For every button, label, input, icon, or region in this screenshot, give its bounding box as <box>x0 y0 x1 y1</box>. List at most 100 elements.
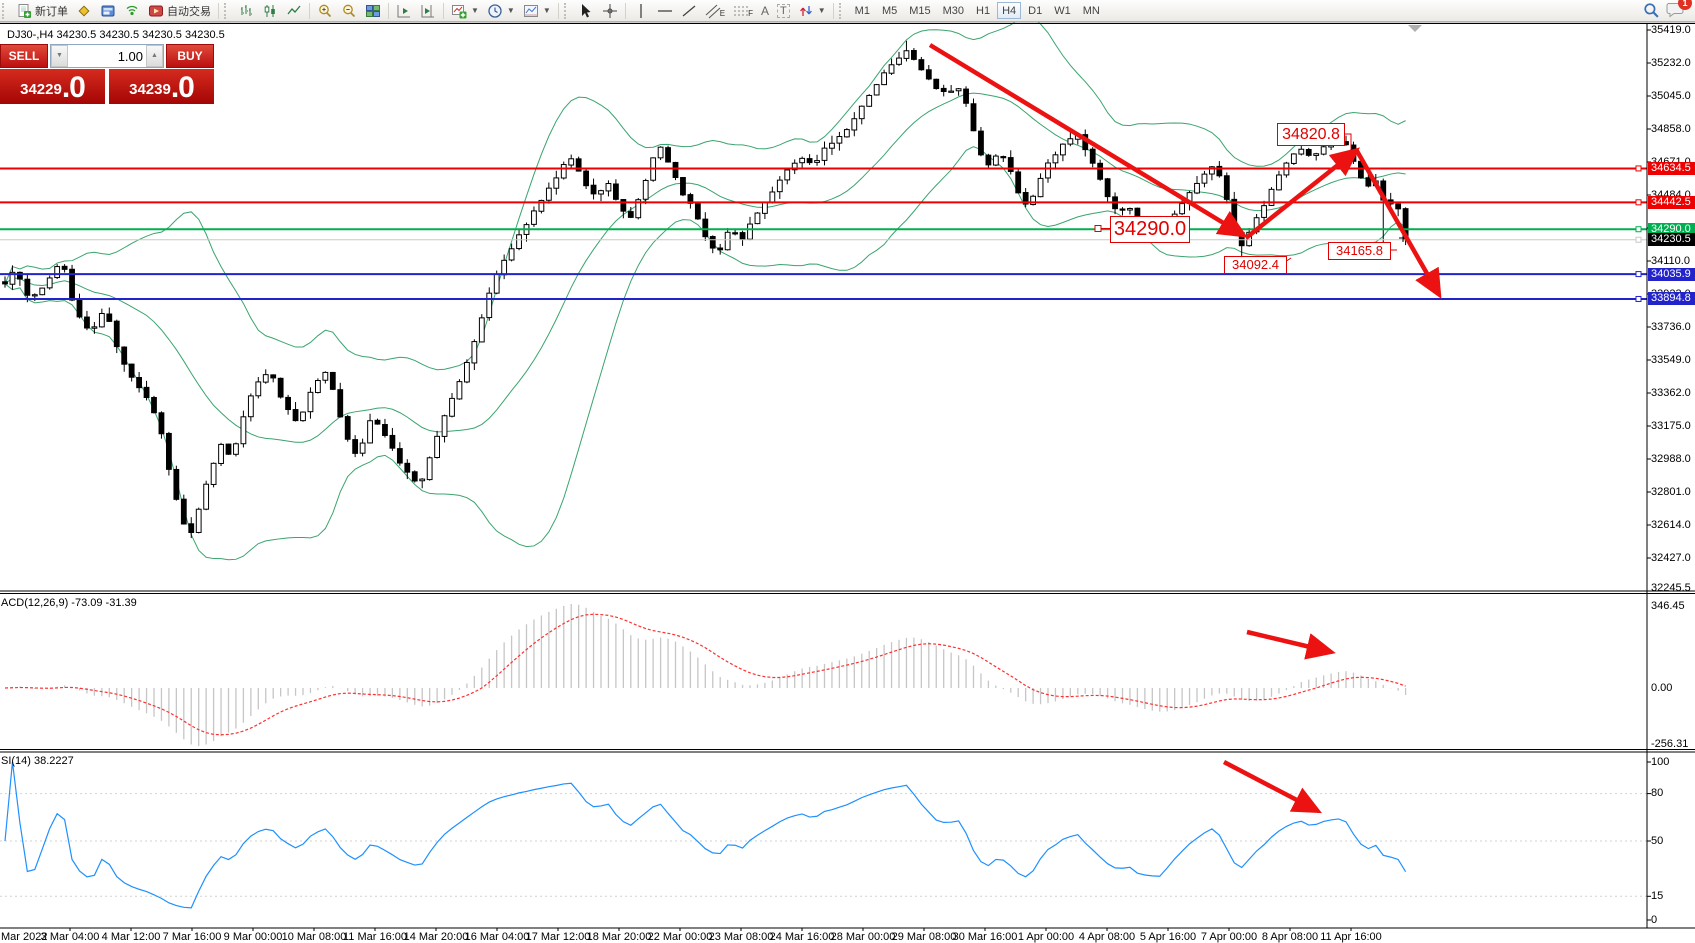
label-tool-button[interactable]: T <box>773 1 794 20</box>
quotes-button[interactable] <box>72 1 96 20</box>
price-annotation-34165.8[interactable]: 34165.8 <box>1328 242 1391 260</box>
bar-chart-button[interactable] <box>234 1 258 20</box>
price-tick-label: 35232.0 <box>1651 56 1691 69</box>
price-tick-label: 32427.0 <box>1651 551 1691 564</box>
timeframe-H4[interactable]: H4 <box>997 2 1022 19</box>
indicators-button[interactable]: ▼ <box>447 1 483 20</box>
terminal-button[interactable] <box>96 1 120 20</box>
trend-arrow <box>1355 149 1442 299</box>
candle-body <box>821 147 828 161</box>
sell-price-display[interactable]: 34229.0 <box>0 69 105 104</box>
time-axis-label: 22 Mar 00:00 <box>648 931 713 943</box>
candle-body <box>24 278 31 296</box>
price-annotation-34820.8[interactable]: 34820.8 <box>1277 123 1345 146</box>
candle-body <box>39 287 46 296</box>
buy-price-display[interactable]: 34239.0 <box>109 69 214 104</box>
candle-body <box>277 377 284 398</box>
time-axis-label: 18 Mar 20:00 <box>587 931 652 943</box>
line-chart-icon <box>287 5 301 14</box>
candle-body <box>434 435 441 458</box>
candle-body <box>598 190 604 195</box>
candle-body <box>17 271 23 280</box>
candlestick-chart-button[interactable] <box>258 1 282 20</box>
timeframe-M30[interactable]: M30 <box>938 2 969 19</box>
price-annotation-34092.4[interactable]: 34092.4 <box>1224 256 1287 274</box>
time-axis-label: 11 Apr 16:00 <box>1320 931 1382 943</box>
zoom-out-button[interactable] <box>337 1 361 20</box>
timeframe-M1[interactable]: M1 <box>850 2 875 19</box>
fibonacci-tool-button[interactable]: F <box>729 1 757 20</box>
price-line-handle <box>1635 236 1642 243</box>
autotrading-button[interactable]: 自动交易 <box>144 1 215 20</box>
candle-body <box>76 299 83 318</box>
tile-windows-button[interactable] <box>361 1 385 20</box>
line-chart-button[interactable] <box>282 1 306 20</box>
volume-input[interactable] <box>68 45 146 67</box>
annotation-connector <box>1343 133 1352 149</box>
price-annotation-34290.0[interactable]: 34290.0 <box>1110 216 1190 243</box>
candle-body <box>352 439 359 454</box>
gold-diamond-icon <box>78 4 90 17</box>
timeframe-H1[interactable]: H1 <box>971 2 995 19</box>
candle-body <box>1067 138 1074 145</box>
arrows-tool-button[interactable]: ▼ <box>794 1 830 20</box>
chart-forward-button[interactable] <box>392 1 416 20</box>
chart-shift-button[interactable] <box>416 1 440 20</box>
autotrading-icon <box>149 5 163 16</box>
toolbar-grip <box>2 2 9 19</box>
volume-increase-button[interactable]: ▲ <box>146 45 163 67</box>
signals-button[interactable] <box>120 1 144 20</box>
candle-body <box>672 161 679 179</box>
candle-body <box>911 49 917 60</box>
label-tool-letter: T <box>777 3 790 18</box>
candle-body <box>1313 153 1320 156</box>
candle-body <box>493 273 500 294</box>
separator <box>624 2 626 19</box>
volume-decrease-button[interactable]: ▼ <box>51 45 68 67</box>
candle-body <box>411 471 418 482</box>
periods-button[interactable]: ▼ <box>483 1 519 20</box>
text-tool-button[interactable]: A <box>757 1 773 20</box>
candle-body <box>1290 153 1297 164</box>
trendline-tool-button[interactable] <box>677 1 701 20</box>
fibonacci-letter: F <box>748 9 753 18</box>
chat-button[interactable]: 1 <box>1666 0 1692 21</box>
candle-body <box>851 118 858 131</box>
chart-window[interactable]: Mar 2022 3 Mar 04:00 4 Mar 12:00 7 Mar 16:0… <box>0 22 1695 943</box>
cursor-tool-button[interactable] <box>574 1 598 20</box>
candle-body <box>799 157 806 164</box>
timeframe-M15[interactable]: M15 <box>904 2 935 19</box>
toolbar-right: 1 <box>1643 0 1695 21</box>
timeframe-W1[interactable]: W1 <box>1049 2 1076 19</box>
candle-body <box>218 443 224 464</box>
candle-body <box>233 443 239 455</box>
timeframe-M5[interactable]: M5 <box>877 2 902 19</box>
candle-body <box>210 462 217 485</box>
candle-body <box>881 72 888 86</box>
buy-button[interactable]: BUY <box>166 44 214 68</box>
zoom-in-button[interactable] <box>313 1 337 20</box>
crosshair-tool-button[interactable] <box>598 1 622 20</box>
buy-price-decimal: .0 <box>170 71 195 104</box>
candle-body <box>180 498 187 525</box>
sell-button[interactable]: SELL <box>0 44 48 68</box>
candle-body <box>262 374 269 383</box>
timeframe-MN[interactable]: MN <box>1078 2 1105 19</box>
hline-tool-button[interactable] <box>653 1 677 20</box>
tile-windows-icon <box>366 4 380 17</box>
candle-body <box>1179 203 1185 215</box>
search-icon[interactable] <box>1643 2 1660 19</box>
templates-button[interactable]: ▼ <box>519 1 555 20</box>
sell-price-decimal: .0 <box>61 71 86 104</box>
add-indicator-icon <box>452 4 467 18</box>
new-order-button[interactable]: 新订单 <box>12 1 72 20</box>
time-axis-label: 14 Mar 20:00 <box>404 931 469 943</box>
timeframe-D1[interactable]: D1 <box>1023 2 1047 19</box>
rsi-tick-label: 50 <box>1651 834 1664 847</box>
vline-tool-button[interactable] <box>629 1 653 20</box>
candle-body <box>2 281 8 285</box>
channel-tool-button[interactable]: E <box>701 1 729 20</box>
time-axis-label: 16 Mar 04:00 <box>465 931 530 943</box>
annotation-handle <box>1094 225 1102 232</box>
